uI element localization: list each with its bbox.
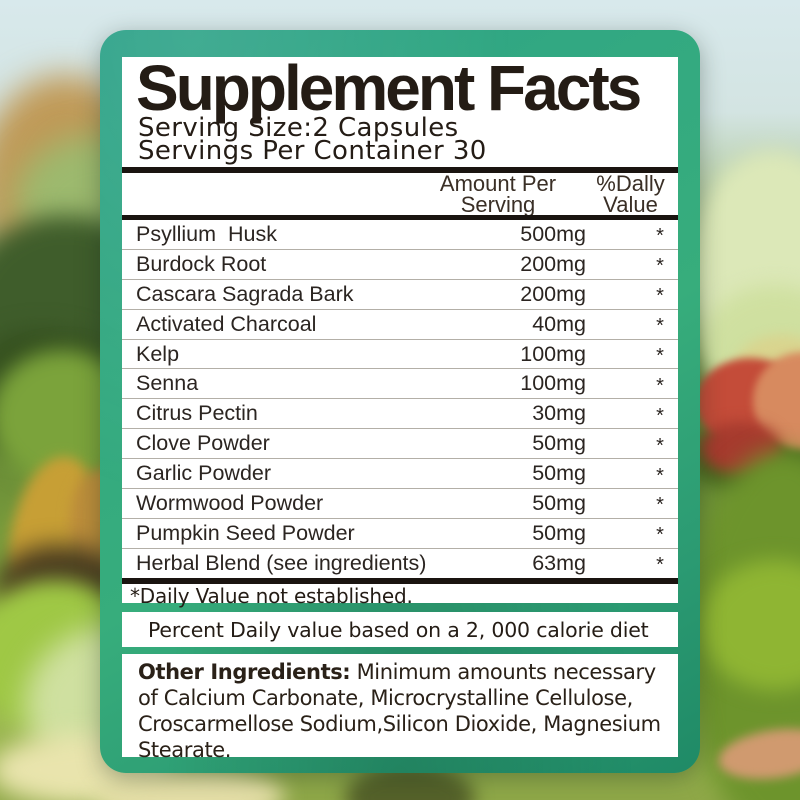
percent-note-panel: Percent Daily value based on a 2, 000 ca… (122, 612, 678, 647)
ingredient-amount: 500mg (520, 221, 586, 246)
ingredient-dv-asterisk: * (656, 345, 664, 367)
other-ingredients-label: Other Ingredients: (138, 660, 351, 684)
ingredient-row: Herbal Blend (see ingredients) 63mg * (122, 547, 678, 578)
ingredient-name: Herbal Blend (see ingredients) (136, 550, 427, 575)
header-amount-line1: Amount Per (439, 171, 557, 196)
facts-title: Supplement Facts (136, 52, 642, 124)
ingredient-amount: 50mg (532, 490, 586, 515)
ingredient-name: Citrus Pectin (136, 401, 258, 426)
ingredient-amount: 50mg (532, 461, 586, 486)
header-dv-line2: Value (603, 192, 658, 217)
ingredient-dv-asterisk: * (656, 285, 664, 308)
table-header: Amount Per Serving %Dally Value (122, 171, 678, 217)
other-ingredients-text: Other Ingredients: Minimum amounts neces… (138, 659, 662, 763)
divider-bar-top (122, 167, 678, 173)
ingredient-amount: 50mg (532, 431, 586, 456)
column-header-dv: %Dally Value (583, 171, 678, 217)
ingredient-row: Cascara Sagrada Bark 200mg * (122, 278, 678, 309)
header-amount-line2: Serving (460, 192, 536, 217)
other-ingredients-body: Minimum amounts necessary of Calcium Car… (138, 660, 661, 762)
other-ingredients-panel: Other Ingredients: Minimum amounts neces… (122, 654, 678, 762)
ingredient-dv-asterisk: * (656, 524, 664, 547)
ingredient-row: Kelp 100mg * (122, 338, 678, 369)
serving-size: Serving Size:2 Capsules (138, 113, 459, 143)
ingredient-name: Wormwood Powder (136, 490, 324, 515)
ingredient-dv-asterisk: * (656, 554, 664, 577)
ingredient-row: Burdock Root 200mg * (122, 248, 678, 279)
ingredient-name: Kelp (136, 341, 180, 366)
ingredient-dv-asterisk: * (656, 404, 664, 427)
ingredient-name: Pumpkin Seed Powder (136, 520, 355, 545)
ingredient-table: Psyllium Husk 500mg * Burdock Root 200mg… (122, 220, 678, 578)
ingredient-name: Senna (136, 371, 199, 396)
ingredient-dv-asterisk: * (656, 494, 664, 517)
ingredient-amount: 50mg (532, 520, 586, 545)
ingredient-dv-asterisk: * (656, 255, 664, 278)
servings-per-container: Servings Per Container 30 (138, 136, 487, 166)
ingredient-name: Clove Powder (136, 431, 270, 456)
ingredient-dv-asterisk: * (656, 315, 664, 338)
ingredient-row: Pumpkin Seed Powder 50mg * (122, 517, 678, 548)
ingredient-row: Senna 100mg * (122, 368, 678, 398)
ingredient-amount: 100mg (520, 341, 586, 366)
ingredient-dv-asterisk: * (656, 225, 664, 248)
ingredient-dv-asterisk: * (656, 374, 664, 397)
ingredient-amount: 40mg (532, 311, 586, 336)
ingredient-amount: 100mg (520, 371, 586, 396)
header-dv-line1: %Dally (596, 171, 665, 196)
ingredient-name: Burdock Root (136, 251, 267, 276)
divider-bar-header (122, 215, 678, 220)
ingredient-row: Clove Powder 50mg * (122, 428, 678, 458)
ingredient-amount: 30mg (532, 401, 586, 426)
dv-footnote: *Daily Value not established. (130, 583, 413, 608)
ingredient-row: Activated Charcoal 40mg * (122, 308, 678, 339)
ingredient-name: Cascara Sagrada Bark (136, 281, 354, 306)
ingredient-row: Citrus Pectin 30mg * (122, 398, 678, 428)
ingredient-row: Wormwood Powder 50mg * (122, 488, 678, 518)
ingredient-dv-asterisk: * (656, 464, 664, 487)
ingredient-dv-asterisk: * (656, 434, 664, 457)
ingredient-row: Psyllium Husk 500mg * (122, 220, 678, 249)
column-header-amount: Amount Per Serving (413, 171, 583, 217)
ingredient-amount: 200mg (520, 251, 586, 276)
ingredient-name: Activated Charcoal (136, 311, 317, 336)
divider-bar-bottom (122, 577, 678, 584)
ingredient-name: Psyllium Husk (136, 221, 277, 246)
ingredient-amount: 200mg (520, 281, 586, 306)
supplement-label-card: Supplement Facts Serving Size:2 Capsules… (100, 30, 700, 773)
ingredient-amount: 63mg (532, 550, 586, 575)
facts-panel: Supplement Facts Serving Size:2 Capsules… (122, 52, 678, 608)
ingredient-row: Garlic Powder 50mg * (122, 458, 678, 488)
percent-note: Percent Daily value based on a 2, 000 ca… (148, 617, 649, 642)
ingredient-name: Garlic Powder (136, 461, 272, 486)
